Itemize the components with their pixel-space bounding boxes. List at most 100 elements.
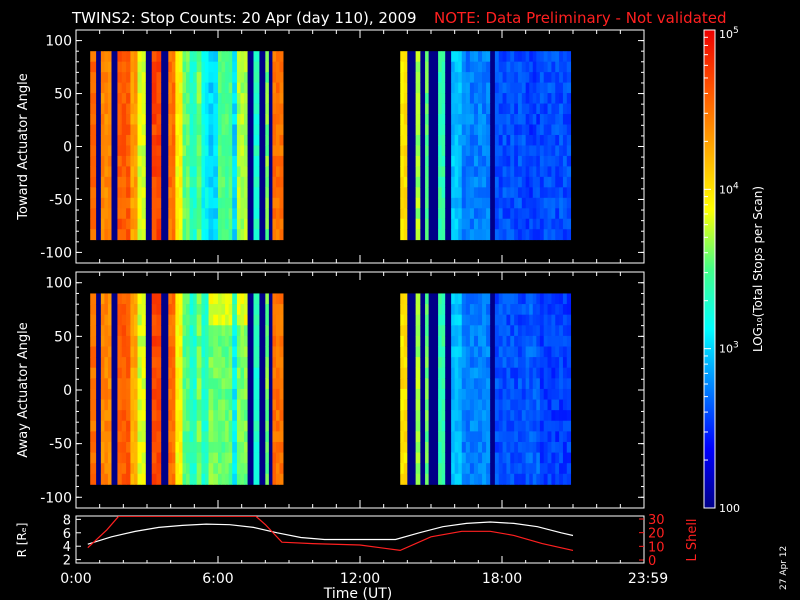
- heatmap-cell: [208, 378, 214, 390]
- stripe-20: [247, 293, 254, 485]
- heatmap-cell: [151, 229, 157, 241]
- heatmap-cell: [121, 93, 127, 104]
- heatmap-cell: [275, 93, 280, 104]
- heatmap-cell: [107, 335, 112, 347]
- heatmap-cell: [279, 155, 284, 167]
- stripe-10: [168, 293, 176, 485]
- heatmap-cell: [445, 293, 452, 305]
- heatmap-cell: [186, 218, 190, 230]
- heatmap-cell: [90, 197, 97, 209]
- heatmap-cell: [407, 166, 412, 178]
- heatmap-cell: [451, 166, 456, 178]
- heatmap-cell: [469, 335, 475, 347]
- heatmap-cell: [532, 82, 537, 94]
- heatmap-cell: [164, 388, 169, 400]
- heatmap-cell: [400, 441, 405, 453]
- heatmap-cell: [151, 145, 157, 157]
- heatmap-cell: [551, 473, 556, 485]
- heatmap-cell: [517, 145, 523, 157]
- heatmap-cell: [168, 357, 173, 369]
- heatmap-cell: [551, 114, 556, 125]
- heatmap-cell: [494, 473, 500, 485]
- heatmap-cell: [117, 155, 123, 167]
- heatmap-cell: [514, 367, 519, 379]
- heatmap-cell: [494, 61, 500, 73]
- stripe-32: [438, 51, 446, 241]
- heatmap-cell: [465, 399, 471, 411]
- heatmap-cell: [221, 155, 226, 167]
- heatmap-cell: [547, 367, 552, 379]
- heatmap-cell: [104, 335, 109, 347]
- heatmap-cell: [490, 218, 496, 230]
- heatmap-cell: [204, 166, 209, 178]
- heatmap-cell: [182, 51, 187, 63]
- heatmap-cell: [213, 187, 219, 199]
- heatmap-cell: [145, 325, 153, 337]
- heatmap-cell: [201, 176, 206, 188]
- heatmap-cell: [502, 473, 507, 485]
- heatmap-cell: [521, 452, 527, 464]
- heatmap-cell: [186, 134, 190, 146]
- heatmap-cell: [566, 176, 572, 188]
- heatmap-cell: [547, 82, 552, 94]
- heatmap-cell: [441, 293, 446, 305]
- heatmap-cell: [494, 218, 500, 230]
- heatmap-cell: [186, 145, 190, 157]
- ylabel-toward: Toward Actuator Angle: [16, 73, 31, 220]
- heatmap-cell: [433, 145, 439, 157]
- heatmap-cell: [510, 410, 515, 422]
- heatmap-cell: [240, 103, 245, 115]
- heatmap-cell: [514, 145, 519, 157]
- heatmap-cell: [400, 357, 405, 369]
- heatmap-cell: [543, 441, 548, 453]
- heatmap-cell: [529, 82, 534, 94]
- heatmap-cell: [451, 103, 456, 115]
- heatmap-cell: [458, 325, 463, 337]
- heatmap-cell: [536, 218, 541, 230]
- heatmap-cell: [145, 399, 153, 411]
- heatmap-cell: [253, 61, 260, 73]
- heatmap-cell: [218, 218, 222, 230]
- heatmap-cell: [126, 229, 131, 241]
- heatmap-cell: [415, 197, 421, 209]
- heatmap-cell: [532, 134, 537, 146]
- heatmap-cell: [178, 218, 183, 230]
- heatmap-cell: [100, 124, 105, 136]
- heatmap-cell: [201, 114, 206, 125]
- heatmap-cell: [126, 61, 131, 73]
- heatmap-cell: [171, 93, 176, 104]
- heatmap-cell: [218, 51, 222, 63]
- heatmap-cell: [247, 293, 254, 305]
- heatmap-cell: [465, 325, 471, 337]
- heatmap-cell: [156, 441, 162, 453]
- heatmap-cell: [279, 187, 284, 199]
- heatmap-cell: [482, 473, 487, 485]
- heatmap-cell: [196, 103, 202, 115]
- heatmap-cell: [272, 197, 277, 209]
- heatmap-cell: [425, 346, 430, 358]
- heatmap-cell: [415, 452, 421, 464]
- heatmap-cell: [182, 218, 187, 230]
- heatmap-cell: [490, 399, 496, 411]
- heatmap-cell: [244, 304, 248, 316]
- heatmap-cell: [218, 208, 222, 220]
- heatmap-cell: [117, 293, 123, 305]
- heatmap-cell: [433, 293, 439, 305]
- heatmap-cell: [478, 155, 483, 167]
- heatmap-cell: [400, 388, 405, 400]
- heatmap-cell: [562, 134, 568, 146]
- stripe-4: [117, 51, 131, 241]
- heatmap-cell: [562, 124, 568, 136]
- heatmap-cell: [482, 124, 487, 136]
- heatmap-cell: [506, 410, 511, 422]
- heatmap-cell: [529, 176, 534, 188]
- heatmap-cell: [275, 187, 280, 199]
- heatmap-cell: [441, 335, 446, 347]
- heatmap-cell: [441, 378, 446, 390]
- heatmap-cell: [441, 463, 446, 475]
- heatmap-cell: [201, 420, 206, 432]
- heatmap-cell: [208, 452, 214, 464]
- heatmap-cell: [525, 145, 530, 157]
- heatmap-cell: [407, 346, 412, 358]
- heatmap-cell: [478, 208, 483, 220]
